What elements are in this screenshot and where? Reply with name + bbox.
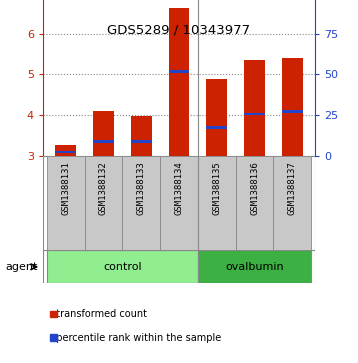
Text: GSM1388137: GSM1388137 bbox=[288, 161, 297, 215]
Bar bbox=[47, 250, 198, 283]
Text: control: control bbox=[103, 262, 142, 272]
Bar bbox=[122, 156, 160, 250]
Bar bbox=[236, 156, 274, 250]
Bar bbox=[282, 110, 303, 113]
Bar bbox=[84, 156, 122, 250]
Bar bbox=[282, 58, 303, 156]
Bar bbox=[198, 156, 236, 250]
Bar bbox=[207, 126, 227, 129]
Bar bbox=[131, 140, 151, 143]
Bar bbox=[47, 156, 84, 250]
Text: percentile rank within the sample: percentile rank within the sample bbox=[50, 333, 221, 343]
Bar bbox=[207, 79, 227, 156]
Text: agent: agent bbox=[5, 262, 38, 272]
Text: GSM1388135: GSM1388135 bbox=[212, 161, 221, 215]
Bar bbox=[131, 117, 151, 156]
Bar bbox=[169, 70, 189, 73]
Text: GSM1388131: GSM1388131 bbox=[61, 161, 70, 215]
Bar bbox=[274, 156, 311, 250]
Bar bbox=[93, 111, 114, 156]
Bar bbox=[198, 250, 311, 283]
Text: GSM1388134: GSM1388134 bbox=[174, 161, 184, 215]
Text: GSM1388132: GSM1388132 bbox=[99, 161, 108, 215]
Bar bbox=[55, 151, 76, 154]
Bar bbox=[244, 60, 265, 156]
Bar bbox=[169, 8, 189, 156]
Bar bbox=[244, 113, 265, 115]
Bar bbox=[55, 145, 76, 156]
Text: transformed count: transformed count bbox=[50, 309, 147, 319]
Bar bbox=[160, 156, 198, 250]
Text: GDS5289 / 10343977: GDS5289 / 10343977 bbox=[107, 24, 251, 37]
Bar bbox=[93, 140, 114, 143]
Text: GSM1388136: GSM1388136 bbox=[250, 161, 259, 215]
Text: GSM1388133: GSM1388133 bbox=[137, 161, 146, 215]
Text: ovalbumin: ovalbumin bbox=[225, 262, 284, 272]
